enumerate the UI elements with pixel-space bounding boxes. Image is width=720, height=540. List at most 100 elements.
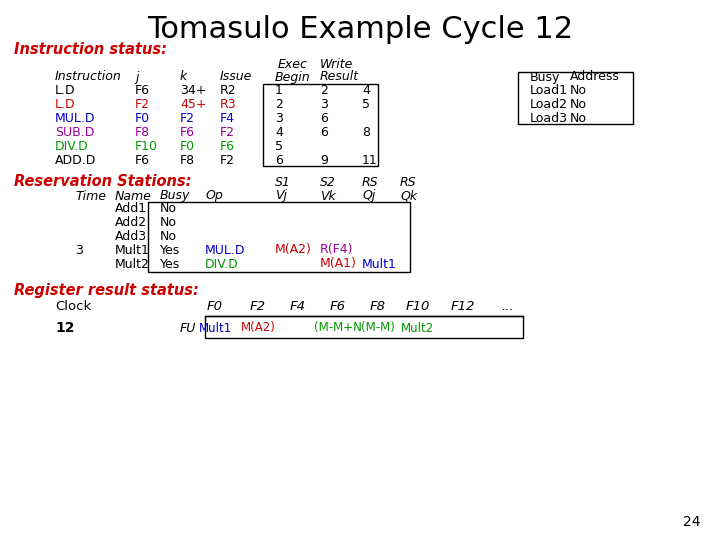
Text: Tomasulo Example Cycle 12: Tomasulo Example Cycle 12	[147, 16, 573, 44]
Text: F12: F12	[451, 300, 475, 313]
Text: R2: R2	[220, 84, 237, 97]
Text: 6: 6	[275, 153, 283, 166]
Text: 3: 3	[75, 244, 83, 256]
Text: Instruction status:: Instruction status:	[14, 43, 167, 57]
Text: Yes: Yes	[160, 244, 180, 256]
Text: DIV.D: DIV.D	[205, 258, 239, 271]
Text: Write: Write	[320, 58, 354, 71]
Text: 34+: 34+	[180, 84, 207, 97]
Text: 24: 24	[683, 515, 700, 529]
Text: FU: FU	[180, 321, 197, 334]
Text: Vk: Vk	[320, 190, 336, 202]
Text: DIV.D: DIV.D	[55, 139, 89, 152]
Text: F4: F4	[220, 111, 235, 125]
Text: Mult2: Mult2	[401, 321, 435, 334]
Text: 45+: 45+	[180, 98, 207, 111]
Text: F2: F2	[180, 111, 195, 125]
Text: k: k	[180, 71, 187, 84]
Text: F6: F6	[330, 300, 346, 313]
Text: Load2: Load2	[530, 98, 568, 111]
Text: 8: 8	[362, 125, 370, 138]
Text: F0: F0	[135, 111, 150, 125]
Text: F10: F10	[135, 139, 158, 152]
Text: RS: RS	[400, 176, 416, 188]
Text: L.D: L.D	[55, 98, 76, 111]
Text: 12: 12	[55, 321, 74, 335]
Text: F6: F6	[135, 153, 150, 166]
Text: Mult1: Mult1	[115, 244, 150, 256]
Text: Qk: Qk	[400, 190, 417, 202]
Text: No: No	[160, 201, 177, 214]
Text: F0: F0	[207, 300, 223, 313]
Text: 11: 11	[362, 153, 378, 166]
Text: MUL.D: MUL.D	[205, 244, 246, 256]
Text: Begin: Begin	[275, 71, 310, 84]
Text: Exec: Exec	[278, 58, 308, 71]
Text: Result: Result	[320, 71, 359, 84]
Text: Clock: Clock	[55, 300, 91, 313]
Text: Issue: Issue	[220, 71, 253, 84]
Text: Address: Address	[570, 71, 620, 84]
Text: Qj: Qj	[362, 190, 375, 202]
Text: Vj: Vj	[275, 190, 287, 202]
Text: L.D: L.D	[55, 84, 76, 97]
Text: No: No	[160, 215, 177, 228]
Text: F6: F6	[180, 125, 195, 138]
Text: Reservation Stations:: Reservation Stations:	[14, 174, 192, 190]
Text: F6: F6	[135, 84, 150, 97]
Text: Add2: Add2	[115, 215, 147, 228]
Text: MUL.D: MUL.D	[55, 111, 96, 125]
Text: R(F4): R(F4)	[320, 244, 354, 256]
Text: j: j	[135, 71, 138, 84]
Text: Mult1: Mult1	[199, 321, 232, 334]
Text: 2: 2	[320, 84, 328, 97]
Text: F6: F6	[220, 139, 235, 152]
Text: Name: Name	[115, 190, 152, 202]
Text: M(A2): M(A2)	[240, 321, 276, 334]
Text: Load3: Load3	[530, 111, 568, 125]
Text: ADD.D: ADD.D	[55, 153, 96, 166]
Text: SUB.D: SUB.D	[55, 125, 94, 138]
Text: Add1: Add1	[115, 201, 147, 214]
Text: No: No	[570, 98, 587, 111]
Text: M(A2): M(A2)	[275, 244, 312, 256]
Text: 9: 9	[320, 153, 328, 166]
Text: F0: F0	[180, 139, 195, 152]
Text: No: No	[160, 230, 177, 242]
Text: S2: S2	[320, 176, 336, 188]
Text: 3: 3	[275, 111, 283, 125]
Text: 6: 6	[320, 111, 328, 125]
Text: (M-M): (M-M)	[361, 321, 395, 334]
Text: (M-M+N: (M-M+N	[314, 321, 362, 334]
Text: Mult2: Mult2	[115, 258, 150, 271]
Text: F8: F8	[370, 300, 386, 313]
Text: F2: F2	[220, 153, 235, 166]
Text: 5: 5	[362, 98, 370, 111]
Text: Instruction: Instruction	[55, 71, 122, 84]
Text: 6: 6	[320, 125, 328, 138]
Text: F2: F2	[135, 98, 150, 111]
Text: Add3: Add3	[115, 230, 147, 242]
Text: ...: ...	[502, 300, 514, 313]
Text: Register result status:: Register result status:	[14, 282, 199, 298]
Text: F4: F4	[290, 300, 306, 313]
Text: F2: F2	[220, 125, 235, 138]
Text: 3: 3	[320, 98, 328, 111]
Text: 5: 5	[275, 139, 283, 152]
Text: F2: F2	[250, 300, 266, 313]
Text: RS: RS	[362, 176, 379, 188]
Text: Load1: Load1	[530, 84, 568, 97]
Text: F8: F8	[180, 153, 195, 166]
Text: Busy: Busy	[530, 71, 560, 84]
Text: 1: 1	[275, 84, 283, 97]
Text: 4: 4	[362, 84, 370, 97]
Text: No: No	[570, 111, 587, 125]
Text: Op: Op	[205, 190, 222, 202]
Text: F8: F8	[135, 125, 150, 138]
Text: 4: 4	[275, 125, 283, 138]
Text: No: No	[570, 84, 587, 97]
Text: Busy: Busy	[160, 190, 190, 202]
Text: S1: S1	[275, 176, 291, 188]
Text: Yes: Yes	[160, 258, 180, 271]
Text: M(A1): M(A1)	[320, 258, 357, 271]
